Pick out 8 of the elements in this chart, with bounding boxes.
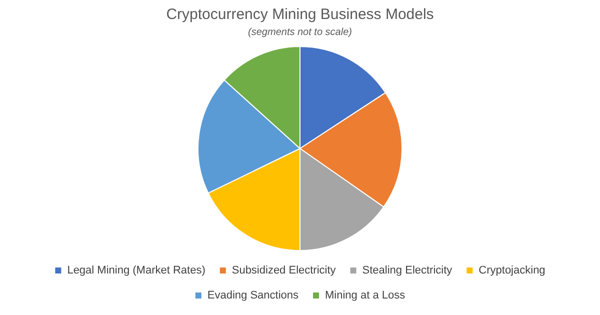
legend-label: Stealing Electricity xyxy=(362,264,453,277)
legend-label: Subsidized Electricity xyxy=(232,264,336,277)
legend-label: Legal Mining (Market Rates) xyxy=(67,264,206,277)
legend-label: Cryptojacking xyxy=(478,264,546,277)
legend-label: Mining at a Loss xyxy=(325,290,406,302)
chart-subtitle: (segments not to scale) xyxy=(248,26,352,38)
chart-title: Cryptocurrency Mining Business Models xyxy=(166,6,434,24)
legend-label: Evading Sanctions xyxy=(207,290,300,302)
